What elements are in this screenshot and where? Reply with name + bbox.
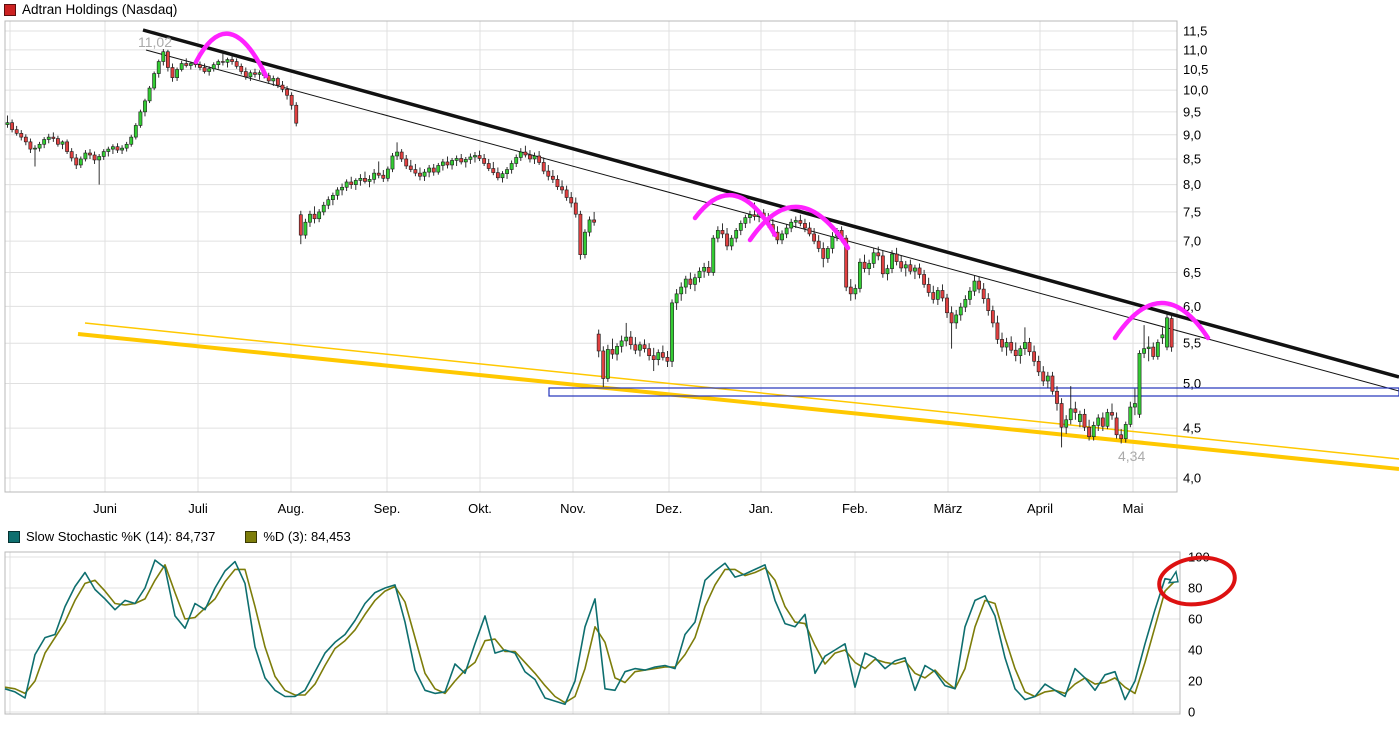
svg-text:4,34: 4,34 xyxy=(1118,448,1145,464)
k-swatch-icon xyxy=(8,530,20,543)
price-axis-labels: 11,5 11,0 10,5 10,0 9,5 9,0 8,5 8,0 7,5 7,0 6,5 6,0… xyxy=(1183,24,1208,486)
support-box xyxy=(548,387,1399,397)
svg-text:März: März xyxy=(934,501,963,516)
svg-text:8,0: 8,0 xyxy=(1183,177,1201,192)
stoch-lines xyxy=(4,559,1179,706)
svg-text:60: 60 xyxy=(1188,612,1202,627)
stochastic-d-legend-item: %D (3): 84,453 xyxy=(245,529,351,544)
svg-text:6,0: 6,0 xyxy=(1183,299,1201,314)
page-title: Adtran Holdings (Nasdaq) xyxy=(22,2,178,17)
d-line xyxy=(4,563,1176,704)
svg-text:4,5: 4,5 xyxy=(1183,421,1201,436)
stochastic-k-legend-item: Slow Stochastic %K (14): 84,737 xyxy=(8,529,215,544)
trendlines xyxy=(77,28,1399,471)
price-annotations: 11,02 4,34 xyxy=(138,34,1145,464)
svg-text:8,5: 8,5 xyxy=(1183,151,1201,166)
month-axis-labels: Juni Juli Aug. Sep. Okt. Nov. Dez. Jan. Feb. März… xyxy=(93,501,1144,516)
k-end-marker xyxy=(1167,569,1179,584)
candles xyxy=(5,49,1174,448)
svg-text:9,0: 9,0 xyxy=(1183,127,1201,142)
svg-text:6,5: 6,5 xyxy=(1183,265,1201,280)
price-gridlines xyxy=(5,21,1177,492)
svg-text:Aug.: Aug. xyxy=(278,501,305,516)
svg-text:Mai: Mai xyxy=(1123,501,1144,516)
svg-text:20: 20 xyxy=(1188,674,1202,689)
svg-text:Dez.: Dez. xyxy=(656,501,683,516)
stoch-panel-border xyxy=(4,551,1181,715)
svg-text:April: April xyxy=(1027,501,1053,516)
svg-text:Sep.: Sep. xyxy=(374,501,401,516)
svg-text:5,5: 5,5 xyxy=(1183,336,1201,351)
svg-text:80: 80 xyxy=(1188,581,1202,596)
svg-text:Okt.: Okt. xyxy=(468,501,492,516)
svg-text:Nov.: Nov. xyxy=(560,501,586,516)
k-legend-label: Slow Stochastic %K (14): 84,737 xyxy=(26,529,216,544)
svg-text:Juni: Juni xyxy=(93,501,117,516)
svg-text:Feb.: Feb. xyxy=(842,501,868,516)
svg-text:9,5: 9,5 xyxy=(1183,104,1201,119)
svg-text:40: 40 xyxy=(1188,643,1202,658)
svg-text:11,0: 11,0 xyxy=(1183,42,1207,57)
stoch-annotations xyxy=(1157,555,1237,607)
svg-text:10,5: 10,5 xyxy=(1183,62,1208,77)
svg-text:11,5: 11,5 xyxy=(1183,24,1207,39)
svg-text:7,0: 7,0 xyxy=(1183,234,1201,249)
svg-text:Jan.: Jan. xyxy=(749,501,774,516)
k-line xyxy=(4,559,1176,706)
d-legend-label: %D (3): 84,453 xyxy=(263,529,351,544)
svg-text:10,0: 10,0 xyxy=(1183,83,1208,98)
svg-text:5,0: 5,0 xyxy=(1183,376,1201,391)
price-panel-border xyxy=(4,20,1178,493)
svg-text:4,0: 4,0 xyxy=(1183,471,1201,486)
svg-text:Juli: Juli xyxy=(188,501,208,516)
magenta-arcs xyxy=(193,31,1211,341)
title-swatch-icon xyxy=(4,3,16,16)
svg-text:7,5: 7,5 xyxy=(1183,204,1201,219)
stochastic-legend: Slow Stochastic %K (14): 84,737 %D (3): … xyxy=(8,529,351,544)
chart-title-legend: Adtran Holdings (Nasdaq) xyxy=(4,2,177,17)
red-highlight-ellipse xyxy=(1157,555,1237,607)
d-swatch-icon xyxy=(245,530,258,543)
svg-text:11,02: 11,02 xyxy=(138,34,172,50)
svg-text:0: 0 xyxy=(1188,705,1195,720)
